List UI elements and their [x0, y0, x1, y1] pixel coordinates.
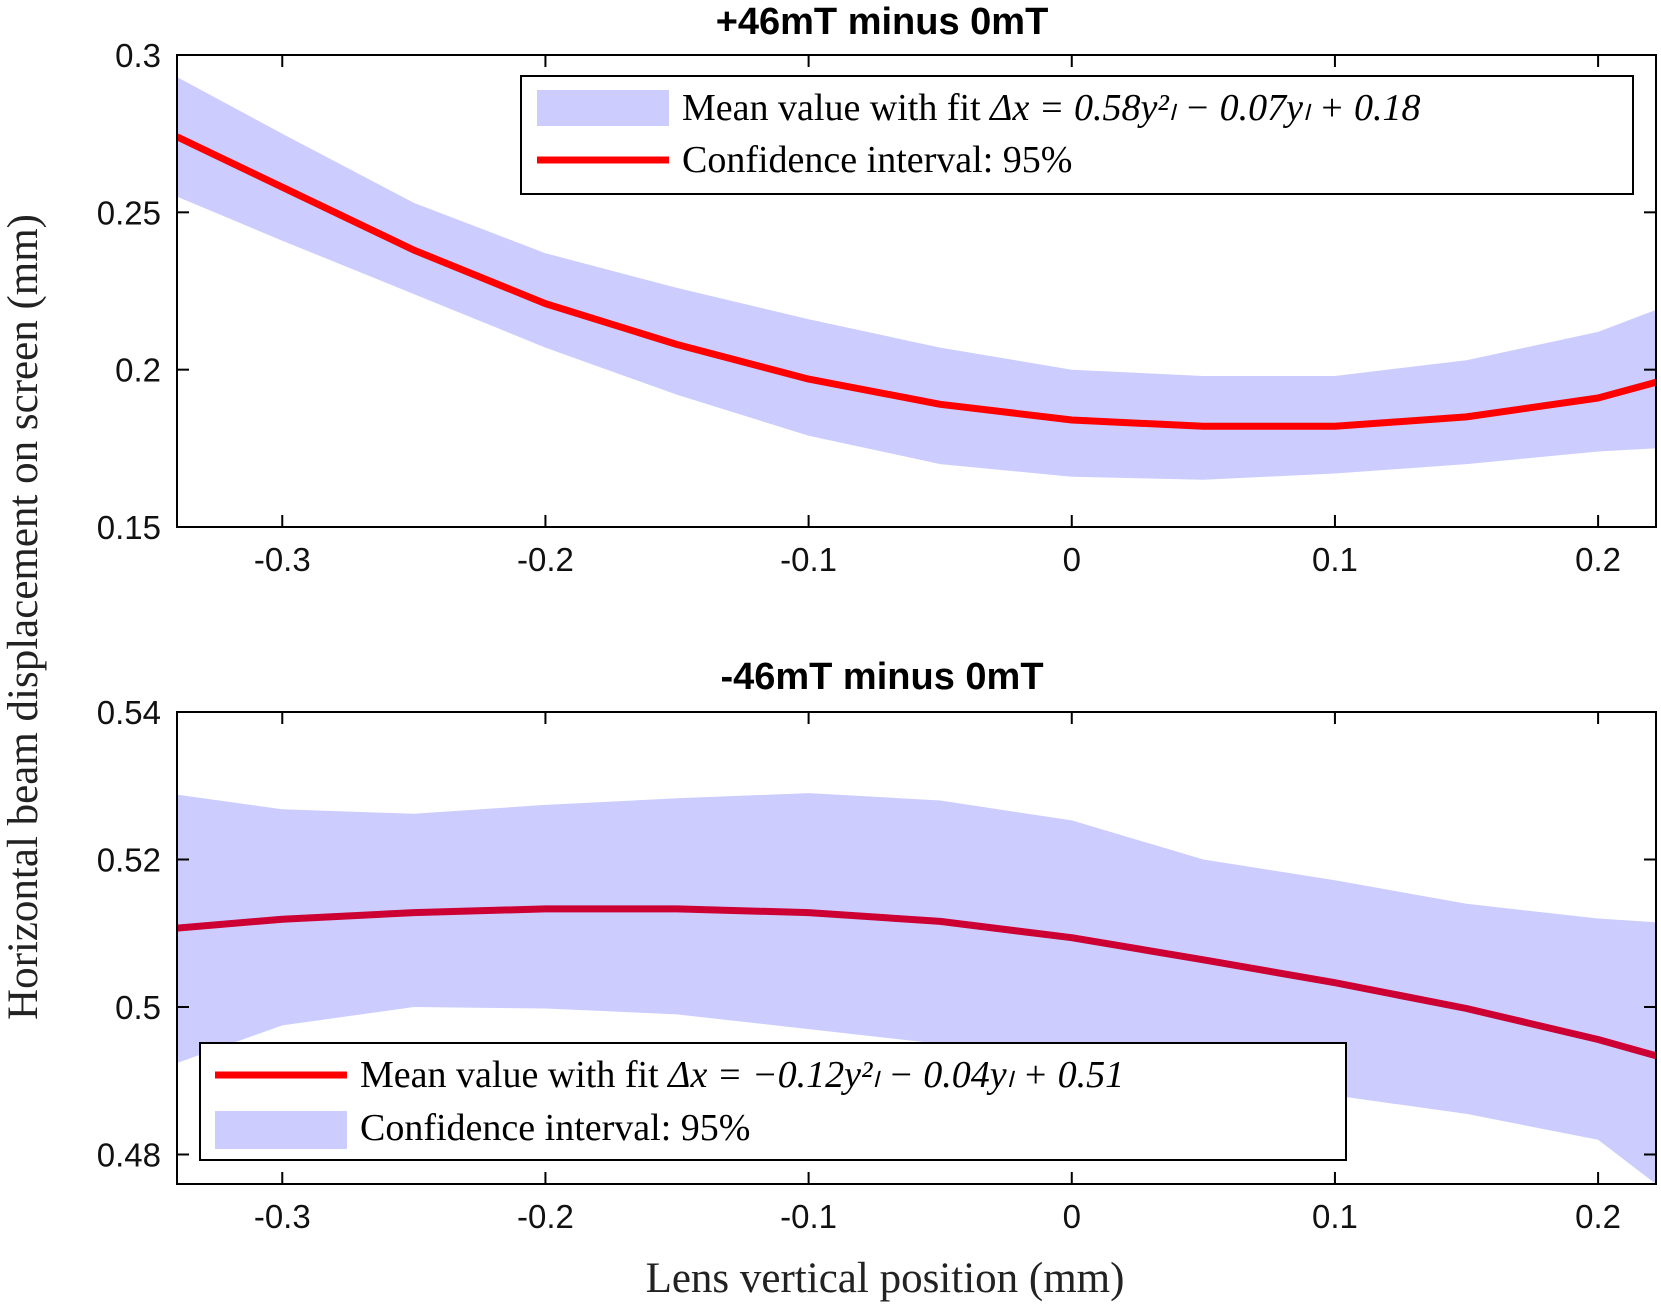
top-y-tick-label: 0.2 [115, 352, 161, 389]
bottom-x-tick-label: 0.2 [1575, 1198, 1621, 1235]
top-x-tick-label: -0.1 [780, 541, 837, 578]
bottom-x-tick-label: 0 [1063, 1198, 1081, 1235]
top-x-tick-label: -0.3 [254, 541, 311, 578]
top-legend-entry-1-prefix: Mean value with fit [682, 87, 990, 129]
bottom-legend-band-swatch [215, 1111, 347, 1149]
top-legend-entry-1: Mean value with fit Δx = 0.58y²ₗ − 0.07y… [682, 87, 1420, 129]
bottom-y-tick-label: 0.48 [97, 1137, 161, 1174]
bottom-x-tick-label: 0.1 [1312, 1198, 1358, 1235]
bottom-x-tick-label: -0.2 [517, 1198, 574, 1235]
bottom-legend-entry-2: Confidence interval: 95% [360, 1107, 750, 1149]
top-y-tick-label: 0.15 [97, 509, 161, 546]
top-legend-entry-2: Confidence interval: 95% [682, 139, 1072, 181]
top-legend-box [520, 75, 1634, 195]
y-axis-label: Horizontal beam displacement on screen (… [0, 214, 47, 1020]
bottom-y-tick-label: 0.5 [115, 989, 161, 1026]
top-legend-band-swatch [537, 90, 669, 126]
bottom-x-tick-label: -0.1 [780, 1198, 837, 1235]
top-x-tick-label: 0 [1063, 541, 1081, 578]
bottom-panel-title: -46mT minus 0mT [720, 656, 1043, 698]
top-panel-title: +46mT minus 0mT [716, 1, 1049, 43]
bottom-y-tick-label: 0.52 [97, 842, 161, 879]
x-axis-label: Lens vertical position (mm) [646, 1255, 1125, 1302]
top-legend: Mean value with fit Δx = 0.58y²ₗ − 0.07y… [520, 75, 1634, 195]
top-axes-box [176, 54, 1657, 528]
bottom-legend-entry-1-formula: Δx = −0.12y²ₗ − 0.04yₗ + 0.51 [666, 1054, 1124, 1096]
bottom-y-tick-label: 0.54 [97, 694, 161, 731]
top-y-tick-label: 0.25 [97, 194, 161, 231]
bottom-legend: Mean value with fit Δx = −0.12y²ₗ − 0.04… [199, 1042, 1347, 1161]
bottom-legend-box [199, 1042, 1347, 1161]
bottom-panel: -0.3 -0.2 -0.1 0 0.1 0.2 0.48 0.5 0.52 0.54 -46mT… [97, 656, 1657, 1235]
top-y-tick-label: 0.3 [115, 37, 161, 74]
top-panel: -0.3 -0.2 -0.1 0 0.1 0.2 0.15 0.2 0.25 0.3 +46mT … [97, 1, 1657, 578]
bottom-fit-line [177, 905, 1656, 1060]
top-fit-line [177, 133, 1656, 430]
bottom-legend-entry-1: Mean value with fit Δx = −0.12y²ₗ − 0.04… [360, 1054, 1124, 1096]
top-legend-entry-1-formula: Δx = 0.58y²ₗ − 0.07yₗ + 0.18 [988, 87, 1420, 129]
top-x-tick-label: 0.2 [1575, 541, 1621, 578]
top-x-tick-label: 0.1 [1312, 541, 1358, 578]
bottom-x-tick-label: -0.3 [254, 1198, 311, 1235]
bottom-legend-entry-1-prefix: Mean value with fit [360, 1054, 668, 1096]
top-x-tick-label: -0.2 [517, 541, 574, 578]
top-confidence-band [177, 77, 1656, 480]
bottom-axes-box [176, 711, 1657, 1185]
